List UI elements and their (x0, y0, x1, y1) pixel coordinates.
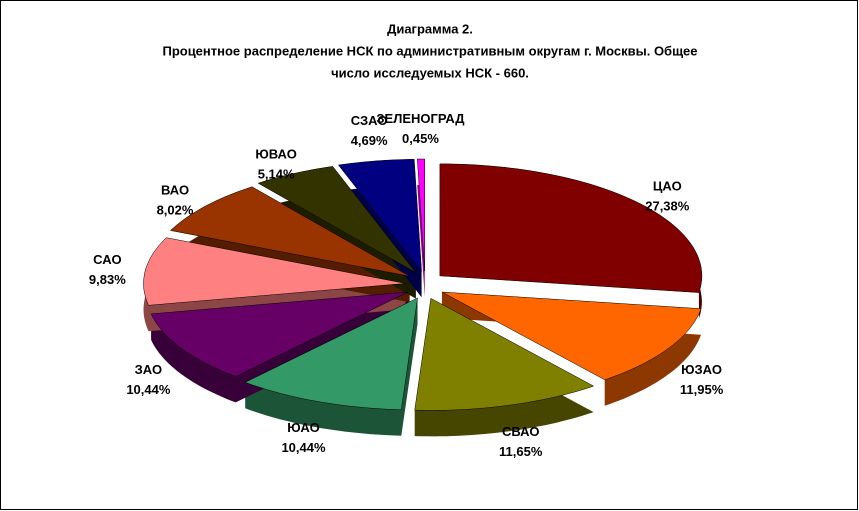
pie-slice (337, 159, 422, 273)
chart-title: Процентное распределение НСК по админист… (162, 43, 697, 58)
slice-value-label: 5,14% (258, 167, 295, 182)
slice-value-label: 8,02% (157, 202, 194, 217)
pie-slice (441, 291, 702, 381)
slice-value-label: 27,38% (645, 198, 690, 213)
slice-value-label: 10,44% (281, 440, 326, 455)
pie-slice (169, 186, 410, 277)
chart-title: число исследуемых НСК - 660. (331, 65, 529, 80)
chart-title: Диаграмма 2. (387, 21, 473, 36)
slice-value-label: 11,65% (499, 444, 543, 459)
slice-value-label: 10,44% (126, 382, 171, 397)
slice-value-label: 9,83% (89, 272, 126, 287)
slice-label: СВАО (502, 424, 539, 439)
slice-label: ЦАО (653, 178, 682, 193)
pie-slice (150, 291, 409, 377)
pie-slice (439, 163, 703, 293)
pie-slice (414, 297, 595, 411)
pie-slice (417, 158, 425, 272)
pie-slice (244, 297, 418, 410)
slice-side (151, 292, 409, 403)
slice-side (417, 159, 425, 298)
slice-label: ЮЗАО (681, 362, 722, 377)
slice-label: СЗАО (351, 113, 388, 128)
slice-side (245, 297, 418, 436)
slice-value-label: 4,69% (351, 133, 388, 148)
slice-value-label: 0,45% (402, 131, 439, 146)
pie-slice (143, 237, 406, 306)
slice-label: САО (93, 252, 121, 267)
slice-label: ЮВАО (255, 147, 296, 162)
slice-label: ВАО (161, 182, 189, 197)
slice-label: ЗАО (135, 362, 162, 377)
slice-label: ЗЕЛЕНОГРАД (376, 111, 465, 126)
slice-label: ЮАО (287, 420, 319, 435)
slice-value-label: 11,95% (680, 382, 724, 397)
pie-slice (257, 166, 417, 273)
